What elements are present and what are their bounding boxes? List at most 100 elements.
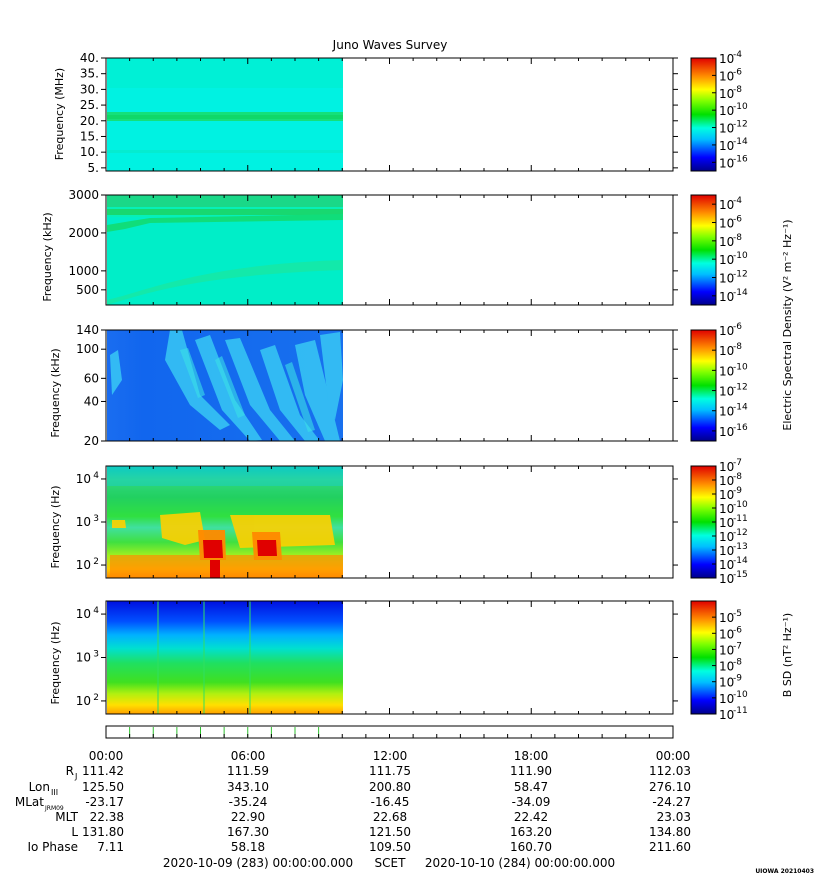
y-tick-label: 10. — [80, 145, 99, 159]
ephemeris-row: MLat JRM09 -23.17 -35.24 -16.45 -34.09 -24.27 — [15, 795, 691, 812]
colorbar-tick-base: 10 — [719, 52, 734, 66]
colorbar-tick-exponent: -10 — [733, 251, 748, 261]
colorbar-tick-base: 10 — [719, 530, 734, 544]
colorbar-tick-exponent: -8 — [733, 342, 742, 352]
ephemeris-row: MLT 22.38 22.90 22.68 22.42 23.03 — [55, 810, 691, 824]
y-tick-label: 25. — [80, 98, 99, 112]
colorbar-tick-base: 10 — [719, 474, 734, 488]
ephemeris-value: 211.60 — [649, 840, 691, 854]
ephemeris-value: 276.10 — [649, 780, 691, 794]
colorbar-tick-base: 10 — [719, 344, 734, 358]
colorbar-tick-exponent: -12 — [733, 120, 748, 130]
ephemeris-label: MLT — [55, 810, 78, 824]
ephemeris-value: 134.80 — [649, 825, 691, 839]
colorbar-tick-base: 10 — [719, 235, 734, 249]
figure-title: Juno Waves Survey — [332, 38, 448, 52]
colorbar-tick-base: 10 — [719, 253, 734, 267]
colorbar-tick-exponent: -8 — [733, 85, 742, 95]
footer-scet: SCET — [375, 856, 407, 870]
colorbar-tick-exponent: -8 — [733, 233, 742, 243]
x-axis-time-labels: 00:00 06:00 12:00 18:00 00:00 — [89, 749, 691, 763]
colorbar-tick-exponent: -6 — [733, 625, 742, 635]
ephemeris-value: 111.75 — [369, 764, 411, 778]
colorbar-tick-base: 10 — [719, 708, 734, 722]
x-tick-label: 18:00 — [514, 749, 549, 763]
ephemeris-value: 58.18 — [231, 840, 265, 854]
x-tick-label: 00:00 — [656, 749, 691, 763]
colorbar-tick-base: 10 — [719, 516, 734, 530]
panel-4-spectrogram — [107, 466, 343, 578]
ephemeris-row: R J 111.42 111.59 111.75 111.90 112.03 — [66, 764, 691, 781]
colorbar-label-magnetic: B SD (nT² Hz⁻¹) — [781, 613, 794, 697]
colorbar-tick-exponent: -12 — [733, 528, 748, 538]
ephemeris-value: 111.59 — [227, 764, 269, 778]
ephemeris-label-subscript: III — [51, 788, 58, 797]
y-tick-label: 140 — [76, 323, 99, 337]
colorbar-tick-exponent: -8 — [733, 658, 742, 668]
panel-3-y-ticks: 140 100 60 40 20 — [76, 323, 678, 448]
panel-1-high-freq-mhz: Frequency (MHz) 40.35.30.25.20.15.10.5. … — [53, 50, 748, 175]
y-tick-label: 10 — [76, 607, 91, 621]
colorbar-tick-exponent: -6 — [733, 67, 742, 77]
ephemeris-value: -35.24 — [229, 795, 268, 809]
panel-2-y-ticks: 3000 2000 1000 500 — [68, 188, 678, 305]
colorbar-tick-base: 10 — [719, 627, 734, 641]
panel-2-spectrogram — [107, 195, 343, 305]
colorbar-tick-exponent: -7 — [733, 458, 742, 468]
colorbar-tick-base: 10 — [719, 198, 734, 212]
colorbar-tick-exponent: -12 — [733, 270, 748, 280]
ephemeris-label: L — [71, 825, 78, 839]
ephemeris-row: L 131.80 167.30 121.50 163.20 134.80 — [71, 825, 691, 839]
y-tick-label: 15. — [80, 129, 99, 143]
ephemeris-value: 22.38 — [90, 810, 124, 824]
colorbar-tick-base: 10 — [719, 290, 734, 304]
colorbar-tick-base: 10 — [719, 425, 734, 439]
ephemeris-value: 125.50 — [82, 780, 124, 794]
colorbar-tick-exponent: -4 — [733, 50, 742, 60]
y-tick-label: 20 — [84, 434, 99, 448]
stamp: UIOWA 20210403 — [755, 868, 814, 875]
colorbar-tick-base: 10 — [719, 364, 734, 378]
ephemeris-value: -34.09 — [512, 795, 551, 809]
colorbar-tick-base: 10 — [719, 385, 734, 399]
y-tick-label: 10 — [76, 651, 91, 665]
y-tick-label: 10 — [76, 472, 91, 486]
ephemeris-value: 111.90 — [510, 764, 552, 778]
ephemeris-value: 121.50 — [369, 825, 411, 839]
ephemeris-value: -24.27 — [652, 795, 691, 809]
y-tick-label: 10 — [76, 515, 91, 529]
ephemeris-value: 343.10 — [227, 780, 269, 794]
y-tick-exponent: 3 — [93, 514, 99, 524]
colorbar-tick-exponent: -10 — [733, 690, 748, 700]
colorbar-tick-exponent: -6 — [733, 215, 742, 225]
colorbar-tick-base: 10 — [719, 643, 734, 657]
colorbar-tick-base: 10 — [719, 558, 734, 572]
ephemeris-value: 22.42 — [514, 810, 548, 824]
y-tick-label: 100 — [76, 342, 99, 356]
ephemeris-value: 163.20 — [510, 825, 552, 839]
panel-4-ylabel: Frequency (Hz) — [49, 486, 62, 569]
colorbar-tick-base: 10 — [719, 692, 734, 706]
colorbar-tick-base: 10 — [719, 104, 734, 118]
panel-2-ylabel: Frequency (kHz) — [41, 212, 54, 301]
colorbar-tick-base: 10 — [719, 660, 734, 674]
colorbar-tick-exponent: -9 — [733, 486, 742, 496]
colorbar-label-electric: Electric Spectral Density (V² m⁻² Hz⁻¹) — [781, 219, 794, 430]
ephemeris-value: 131.80 — [82, 825, 124, 839]
colorbar-tick-base: 10 — [719, 324, 734, 338]
y-tick-label: 35. — [80, 67, 99, 81]
ephemeris-label: Io Phase — [27, 840, 78, 854]
colorbar-tick-exponent: -14 — [733, 403, 748, 413]
colorbar-tick-base: 10 — [719, 122, 734, 136]
panel-5-spectrogram — [107, 601, 343, 714]
ephemeris-label: MLat — [15, 795, 44, 809]
colorbar-tick-exponent: -16 — [733, 423, 748, 433]
y-tick-label: 10 — [76, 694, 91, 708]
y-tick-exponent: 3 — [93, 650, 99, 660]
